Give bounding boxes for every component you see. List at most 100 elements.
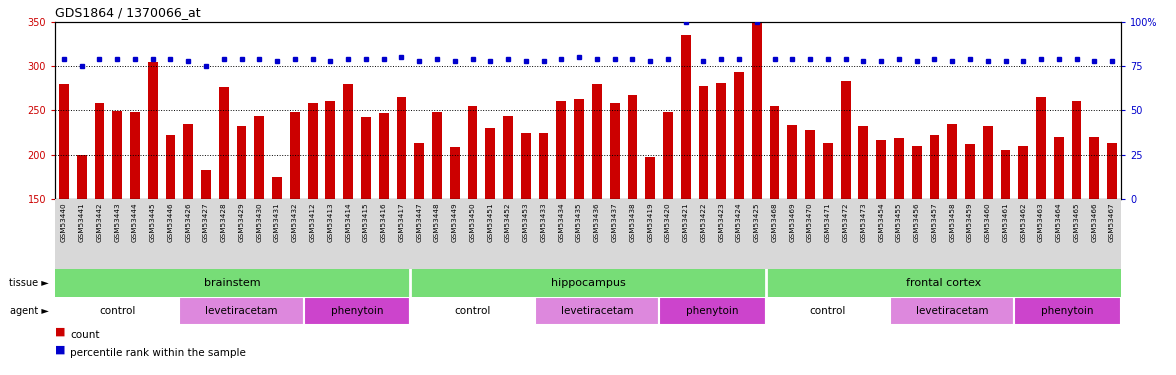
Bar	[1071, 101, 1082, 199]
Text: tissue ►: tissue ►	[9, 278, 49, 288]
Bar	[592, 84, 602, 199]
Text: GSM53420: GSM53420	[664, 202, 671, 242]
Text: control: control	[99, 306, 135, 316]
Bar	[1018, 146, 1028, 199]
Text: GSM53457: GSM53457	[931, 202, 937, 242]
Text: GSM53450: GSM53450	[469, 202, 475, 242]
Text: GSM53460: GSM53460	[984, 202, 990, 242]
Bar	[890, 297, 1015, 325]
Text: GSM53461: GSM53461	[1002, 202, 1009, 242]
Bar	[272, 177, 282, 199]
Text: GSM53440: GSM53440	[61, 202, 67, 242]
Text: GSM53446: GSM53446	[167, 202, 174, 242]
Bar	[929, 135, 940, 199]
Text: phenytoin: phenytoin	[1042, 306, 1094, 316]
Text: GSM53431: GSM53431	[274, 202, 280, 242]
Bar	[410, 297, 535, 325]
Text: levetiracetam: levetiracetam	[916, 306, 989, 316]
Text: GSM53452: GSM53452	[505, 202, 512, 242]
Text: GSM53471: GSM53471	[824, 202, 831, 242]
Text: GSM53437: GSM53437	[612, 202, 617, 242]
Bar	[432, 112, 442, 199]
Text: GSM53448: GSM53448	[434, 202, 440, 242]
Bar	[983, 126, 993, 199]
Bar	[55, 297, 180, 325]
Text: GSM53466: GSM53466	[1091, 202, 1097, 242]
Bar	[303, 297, 410, 325]
Bar	[76, 155, 87, 199]
Bar	[894, 138, 904, 199]
Text: GSM53422: GSM53422	[701, 202, 707, 242]
Bar	[574, 99, 584, 199]
Bar	[610, 104, 620, 199]
Bar	[343, 84, 353, 199]
Bar	[112, 111, 122, 199]
Text: levetiracetam: levetiracetam	[206, 306, 278, 316]
Bar	[1036, 97, 1045, 199]
Text: percentile rank within the sample: percentile rank within the sample	[71, 348, 246, 358]
Bar	[219, 87, 228, 199]
Text: GSM53459: GSM53459	[967, 202, 973, 242]
Text: GSM53442: GSM53442	[96, 202, 102, 242]
Bar	[361, 117, 370, 199]
Text: phenytoin: phenytoin	[686, 306, 739, 316]
Text: GSM53469: GSM53469	[789, 202, 795, 242]
Bar	[841, 81, 850, 199]
Text: GSM53444: GSM53444	[132, 202, 138, 242]
Text: GSM53433: GSM53433	[541, 202, 547, 242]
Bar	[201, 170, 211, 199]
Bar	[94, 104, 105, 199]
Text: GSM53421: GSM53421	[683, 202, 689, 242]
Text: GSM53416: GSM53416	[381, 202, 387, 242]
Text: GSM53463: GSM53463	[1038, 202, 1044, 242]
Text: ■: ■	[55, 345, 66, 355]
Bar	[556, 101, 566, 199]
Bar	[965, 144, 975, 199]
Text: phenytoin: phenytoin	[330, 306, 383, 316]
Text: GSM53465: GSM53465	[1074, 202, 1080, 242]
Text: GSM53426: GSM53426	[186, 202, 192, 242]
Text: GSM53430: GSM53430	[256, 202, 262, 242]
Text: GSM53451: GSM53451	[487, 202, 493, 242]
Text: GSM53470: GSM53470	[807, 202, 813, 242]
Text: GSM53458: GSM53458	[949, 202, 955, 242]
Text: ■: ■	[55, 327, 66, 337]
Bar	[1089, 137, 1100, 199]
Bar	[699, 86, 708, 199]
Bar	[659, 297, 766, 325]
Bar	[254, 116, 265, 199]
Bar	[131, 112, 140, 199]
Bar	[751, 20, 762, 199]
Text: GSM53441: GSM53441	[79, 202, 85, 242]
Text: GSM53462: GSM53462	[1021, 202, 1027, 242]
Text: GSM53412: GSM53412	[309, 202, 315, 242]
Text: GSM53464: GSM53464	[1056, 202, 1062, 242]
Text: control: control	[454, 306, 490, 316]
Text: levetiracetam: levetiracetam	[561, 306, 633, 316]
Bar	[539, 133, 548, 199]
Text: GSM53414: GSM53414	[345, 202, 352, 242]
Bar	[148, 62, 158, 199]
Bar	[1015, 297, 1121, 325]
Bar	[166, 135, 175, 199]
Text: GSM53413: GSM53413	[327, 202, 333, 242]
Bar	[486, 128, 495, 199]
Text: GSM53434: GSM53434	[559, 202, 564, 242]
Text: GDS1864 / 1370066_at: GDS1864 / 1370066_at	[55, 6, 201, 20]
Text: GSM53415: GSM53415	[363, 202, 369, 242]
Text: GSM53419: GSM53419	[647, 202, 653, 242]
Bar	[876, 140, 886, 199]
Text: count: count	[71, 330, 100, 340]
Text: GSM53443: GSM53443	[114, 202, 120, 242]
Text: GSM53427: GSM53427	[203, 202, 209, 242]
Text: agent ►: agent ►	[11, 306, 49, 316]
Text: GSM53449: GSM53449	[452, 202, 457, 242]
Text: GSM53468: GSM53468	[771, 202, 777, 242]
Bar	[308, 102, 318, 199]
Bar	[503, 116, 513, 199]
Bar	[788, 124, 797, 199]
Text: GSM53424: GSM53424	[736, 202, 742, 242]
Bar	[396, 97, 407, 199]
Text: GSM53429: GSM53429	[239, 202, 245, 242]
Bar	[236, 126, 247, 199]
